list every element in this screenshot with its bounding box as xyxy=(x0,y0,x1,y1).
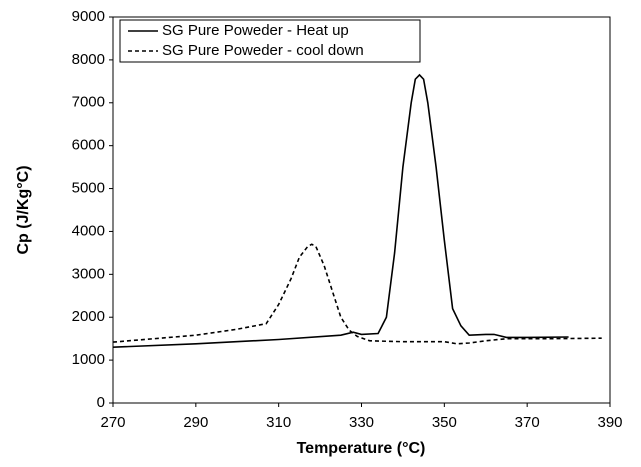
x-tick-label: 290 xyxy=(183,414,208,431)
x-tick-label: 390 xyxy=(597,414,622,431)
y-tick-label: 2000 xyxy=(72,308,105,325)
legend-label: SG Pure Poweder - Heat up xyxy=(162,22,349,39)
x-axis-title: Temperature (°C) xyxy=(297,440,426,457)
x-tick-label: 330 xyxy=(349,414,374,431)
y-tick-label: 7000 xyxy=(72,94,105,111)
legend-box xyxy=(119,19,421,63)
x-tick-label: 370 xyxy=(515,414,540,431)
y-tick-label: 4000 xyxy=(72,222,105,239)
series-line xyxy=(112,73,569,348)
plot-frame xyxy=(112,16,611,404)
y-tick-label: 0 xyxy=(97,394,105,411)
series-line xyxy=(112,243,602,345)
x-tick-label: 310 xyxy=(266,414,291,431)
y-tick-label: 1000 xyxy=(72,351,105,368)
y-tick-label: 3000 xyxy=(72,265,105,282)
x-tick-label: 270 xyxy=(100,414,125,431)
y-tick-label: 9000 xyxy=(72,8,105,25)
y-axis-title: Cp (J/Kg°C) xyxy=(15,165,32,254)
x-tick-label: 350 xyxy=(432,414,457,431)
y-tick-label: 8000 xyxy=(72,51,105,68)
legend-label: SG Pure Poweder - cool down xyxy=(162,42,364,59)
y-tick-label: 6000 xyxy=(72,137,105,154)
y-tick-label: 5000 xyxy=(72,180,105,197)
